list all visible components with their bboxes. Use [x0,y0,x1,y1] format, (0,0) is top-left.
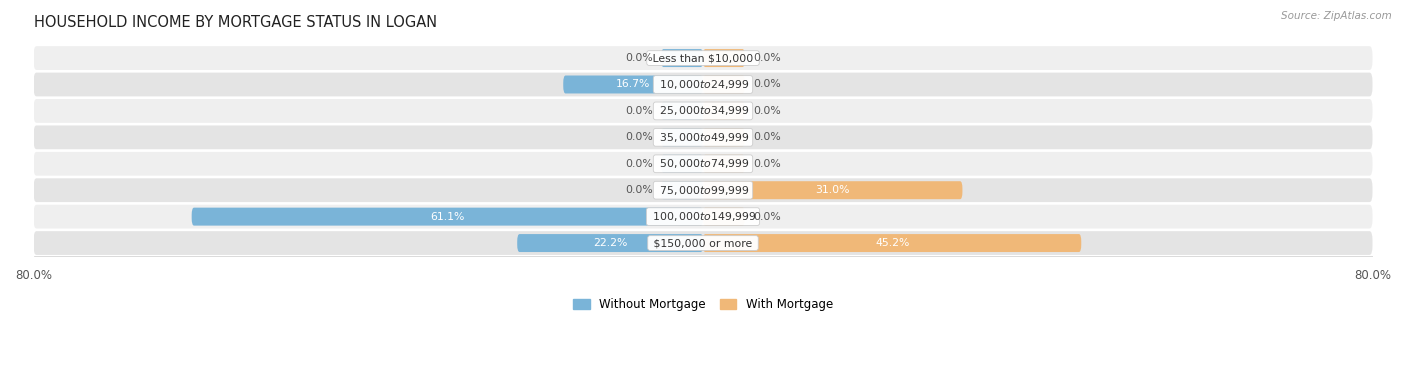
FancyBboxPatch shape [517,234,703,252]
FancyBboxPatch shape [703,234,1081,252]
Text: 0.0%: 0.0% [754,159,780,169]
Text: 0.0%: 0.0% [626,106,652,116]
FancyBboxPatch shape [703,181,963,199]
Text: $150,000 or more: $150,000 or more [650,238,756,248]
Text: 22.2%: 22.2% [593,238,627,248]
FancyBboxPatch shape [661,128,703,146]
Text: 0.0%: 0.0% [754,211,780,222]
FancyBboxPatch shape [703,128,745,146]
FancyBboxPatch shape [191,208,703,225]
Text: $50,000 to $74,999: $50,000 to $74,999 [655,157,751,170]
Text: 0.0%: 0.0% [626,159,652,169]
Text: $10,000 to $24,999: $10,000 to $24,999 [655,78,751,91]
Text: Source: ZipAtlas.com: Source: ZipAtlas.com [1281,11,1392,21]
FancyBboxPatch shape [661,49,703,67]
Text: 61.1%: 61.1% [430,211,464,222]
Text: HOUSEHOLD INCOME BY MORTGAGE STATUS IN LOGAN: HOUSEHOLD INCOME BY MORTGAGE STATUS IN L… [34,15,437,30]
FancyBboxPatch shape [34,46,1372,70]
FancyBboxPatch shape [703,49,745,67]
FancyBboxPatch shape [564,75,703,93]
Text: $35,000 to $49,999: $35,000 to $49,999 [655,131,751,144]
Legend: Without Mortgage, With Mortgage: Without Mortgage, With Mortgage [568,293,838,316]
Text: 0.0%: 0.0% [754,53,780,63]
Text: 0.0%: 0.0% [626,132,652,143]
Text: $75,000 to $99,999: $75,000 to $99,999 [655,184,751,197]
FancyBboxPatch shape [34,126,1372,149]
FancyBboxPatch shape [703,208,745,225]
FancyBboxPatch shape [661,102,703,120]
Text: 16.7%: 16.7% [616,80,651,89]
Text: 45.2%: 45.2% [875,238,910,248]
FancyBboxPatch shape [34,152,1372,176]
FancyBboxPatch shape [703,102,745,120]
FancyBboxPatch shape [34,178,1372,202]
FancyBboxPatch shape [703,75,745,93]
FancyBboxPatch shape [661,155,703,173]
Text: 0.0%: 0.0% [626,185,652,195]
Text: 0.0%: 0.0% [754,132,780,143]
Text: Less than $10,000: Less than $10,000 [650,53,756,63]
Text: 0.0%: 0.0% [754,80,780,89]
Text: 0.0%: 0.0% [626,53,652,63]
Text: $25,000 to $34,999: $25,000 to $34,999 [655,104,751,117]
FancyBboxPatch shape [34,99,1372,123]
FancyBboxPatch shape [661,181,703,199]
FancyBboxPatch shape [34,205,1372,228]
FancyBboxPatch shape [703,155,745,173]
FancyBboxPatch shape [34,231,1372,255]
Text: 31.0%: 31.0% [815,185,851,195]
Text: 0.0%: 0.0% [754,106,780,116]
Text: $100,000 to $149,999: $100,000 to $149,999 [648,210,758,223]
FancyBboxPatch shape [34,73,1372,97]
